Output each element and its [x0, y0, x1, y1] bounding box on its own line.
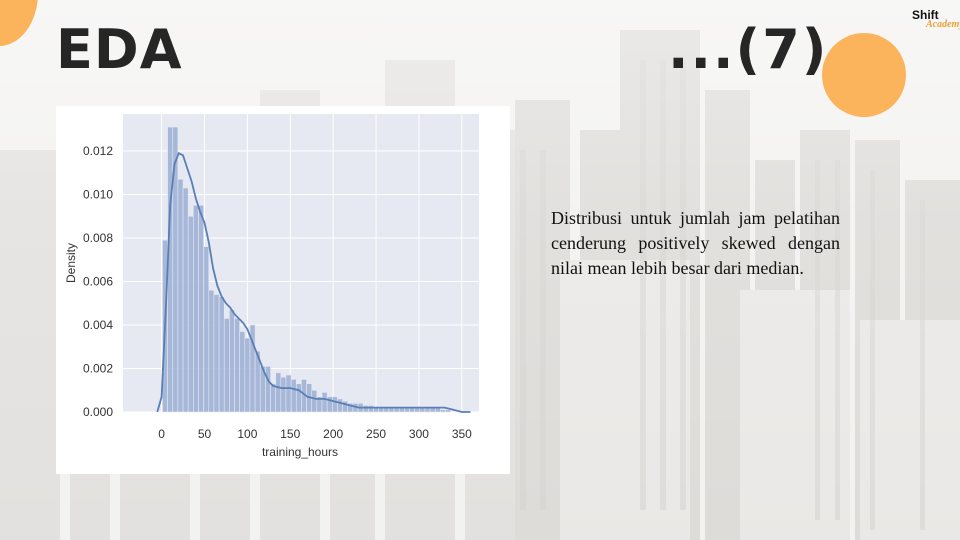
- logo-text-sub: Academy: [926, 19, 960, 30]
- y-tick-label: 0.010: [83, 187, 113, 201]
- orange-circle-accent: [822, 33, 906, 117]
- histogram-bar: [337, 398, 343, 413]
- y-tick-label: 0.002: [83, 361, 113, 375]
- histogram-bar: [244, 337, 251, 413]
- kde-line: [156, 151, 471, 413]
- y-tick-label: 0.006: [83, 274, 113, 288]
- histogram-bar: [229, 309, 235, 413]
- histogram-bar: [368, 405, 374, 413]
- histogram-bar: [290, 379, 297, 413]
- histogram-bar: [203, 246, 210, 413]
- slide-number-label: ...(7): [668, 18, 829, 81]
- histogram-bar: [440, 409, 446, 413]
- y-tick-label: 0.012: [83, 144, 113, 158]
- x-tick-label: 50: [198, 427, 212, 441]
- histogram-bar: [187, 215, 194, 413]
- histogram-bar: [223, 318, 230, 413]
- y-tick-label: 0.000: [83, 405, 113, 419]
- x-tick-label: 150: [280, 427, 300, 441]
- y-axis-label: Density: [64, 243, 78, 283]
- histogram-bar: [234, 318, 240, 413]
- density-histogram-chart: 0 50 100 150 200 250 300 350 0.0000.0020.0040.0…: [64, 114, 479, 459]
- slide-title: EDA: [56, 18, 183, 81]
- histogram-bar: [182, 187, 189, 413]
- histogram-bar: [177, 178, 184, 413]
- histogram-bar: [270, 383, 276, 413]
- histogram-bar: [265, 366, 271, 413]
- y-tick-label: 0.004: [83, 318, 113, 332]
- histogram-bar: [445, 409, 451, 413]
- x-tick-label: 300: [409, 427, 429, 441]
- x-axis-label: training_hours: [262, 445, 338, 459]
- shift-academy-logo: Shift Academy: [912, 8, 960, 34]
- histogram-bar: [295, 383, 302, 413]
- histogram-bar: [332, 396, 338, 413]
- x-tick-label: 200: [323, 427, 343, 441]
- histogram-bar: [342, 400, 349, 413]
- histogram-bar: [198, 205, 204, 413]
- chart-card: 0 50 100 150 200 250 300 350 0.000 0.002 0.004 0.0…: [56, 106, 510, 474]
- histogram-bar: [311, 389, 318, 413]
- logo-text-main: Shift: [912, 8, 939, 22]
- y-axis-ticks: 0.000 0.002 0.004 0.006 0.008 0.010 0.012: [83, 144, 113, 419]
- x-tick-label: 250: [366, 427, 386, 441]
- x-axis-ticks: 0 50 100 150 200 250 300 350: [158, 427, 472, 441]
- histogram-bar: [193, 205, 199, 413]
- histogram-bar: [218, 296, 225, 413]
- histogram-bar: [280, 376, 287, 413]
- histogram-bar: [239, 331, 246, 413]
- histogram-bar: [321, 392, 328, 413]
- histogram-bar: [275, 372, 282, 413]
- y-tick-label: 0.008: [83, 231, 113, 245]
- histogram-bar: [285, 374, 292, 413]
- x-tick-label: 350: [452, 427, 472, 441]
- x-tick-label: 0: [158, 427, 165, 441]
- description-text: Distribusi untuk jumlah jam pelatihan ce…: [551, 208, 840, 278]
- x-tick-label: 100: [237, 427, 257, 441]
- histogram-bar: [213, 294, 220, 413]
- histogram-bar: [362, 405, 369, 413]
- histogram-bar: [208, 289, 215, 413]
